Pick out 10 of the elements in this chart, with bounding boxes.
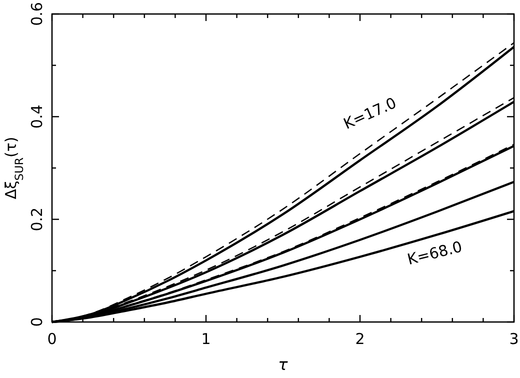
y-tick-label: 0.4 [28, 104, 46, 129]
y-tick-label: 0 [28, 317, 46, 327]
x-tick-label: 0 [47, 330, 57, 348]
annotation: K=68.0 [406, 238, 464, 269]
x-tick-label: 1 [201, 330, 211, 348]
x-axis-title: τ [278, 355, 288, 374]
y-tick-label: 0.6 [28, 2, 46, 26]
x-tick-label: 3 [509, 330, 519, 348]
x-tick-label: 2 [355, 330, 365, 348]
y-tick-label: 0.2 [28, 207, 46, 232]
